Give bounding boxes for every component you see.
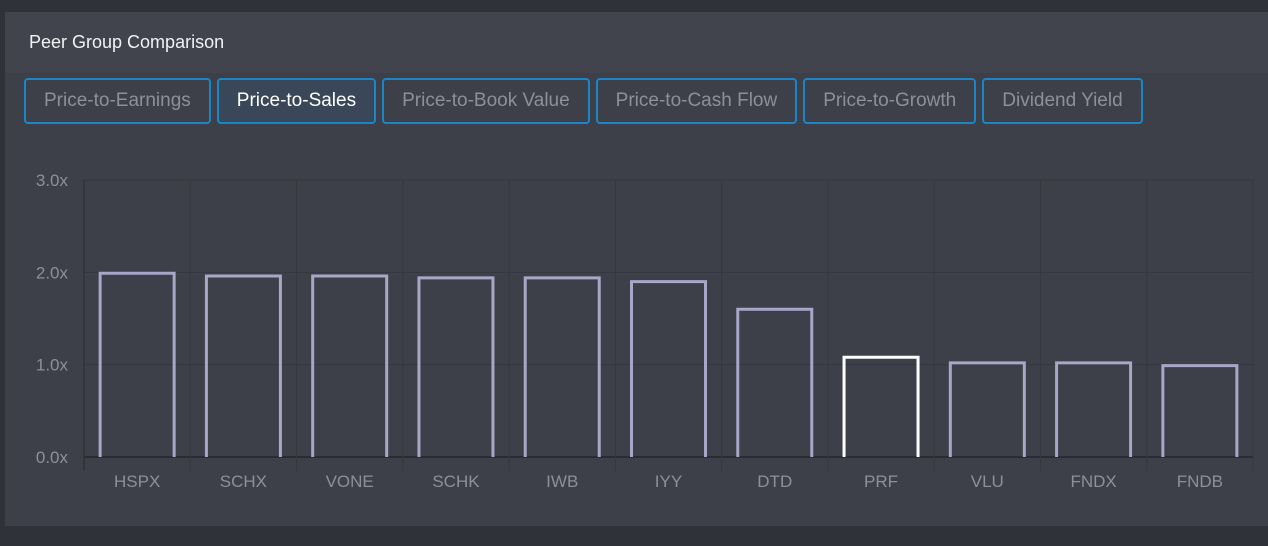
x-tick-label: FNDX [1070,472,1116,491]
x-tick-label: DTD [757,472,792,491]
tab-price-to-earnings[interactable]: Price-to-Earnings [24,78,211,124]
x-tick-label: VLU [971,472,1004,491]
tab-price-to-growth[interactable]: Price-to-Growth [803,78,977,124]
x-tick-label: IWB [546,472,578,491]
bar-schk [417,276,495,457]
x-tick-label: HSPX [114,472,160,491]
y-tick-label: 1.0x [36,356,69,375]
bar-vone [311,274,389,457]
y-tick-label: 0.0x [36,448,69,467]
bar-dtd [736,307,814,457]
y-tick-label: 2.0x [36,263,69,282]
tab-price-to-book-value[interactable]: Price-to-Book Value [382,78,590,124]
x-tick-label: PRF [864,472,898,491]
panel-header: Peer Group Comparison [5,12,1268,73]
bar-hspx [98,271,176,457]
panel-title: Peer Group Comparison [29,32,225,52]
metric-tabs: Price-to-Earnings Price-to-Sales Price-t… [24,78,1143,124]
x-tick-label: IYY [655,472,682,491]
y-tick-label: 3.0x [36,171,69,190]
bar-vlu [948,361,1026,457]
tab-price-to-sales[interactable]: Price-to-Sales [216,78,377,124]
x-tick-label: FNDB [1177,472,1223,491]
tab-price-to-cash-flow[interactable]: Price-to-Cash Flow [595,78,798,124]
x-tick-label: SCHX [220,472,267,491]
x-tick-label: SCHK [432,472,480,491]
tab-dividend-yield[interactable]: Dividend Yield [982,78,1143,124]
bar-iyy [630,280,707,457]
bar-fndx [1055,361,1133,457]
bar-prf [842,355,920,457]
bar-fndb [1161,364,1239,457]
bar-schx [204,274,282,457]
x-tick-label: VONE [326,472,374,491]
bar-iwb [523,276,601,457]
